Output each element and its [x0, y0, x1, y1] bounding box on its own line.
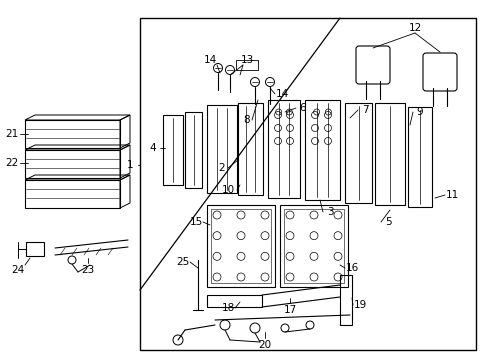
Bar — [140, 18, 475, 350]
Bar — [374, 103, 404, 205]
Text: 1: 1 — [126, 160, 133, 170]
Text: 16: 16 — [345, 263, 358, 273]
Text: 14: 14 — [275, 89, 288, 99]
Text: 15: 15 — [189, 217, 202, 227]
Text: 7: 7 — [361, 105, 367, 115]
Text: 2: 2 — [218, 163, 225, 173]
Bar — [25, 120, 120, 148]
Text: 14: 14 — [203, 55, 216, 65]
Bar — [280, 205, 347, 287]
Bar — [206, 205, 274, 287]
Text: 8: 8 — [243, 115, 250, 125]
Text: 12: 12 — [407, 23, 421, 33]
Text: 18: 18 — [221, 303, 234, 313]
Text: 13: 13 — [240, 55, 253, 65]
Bar — [236, 60, 258, 70]
Text: 9: 9 — [416, 107, 423, 117]
FancyBboxPatch shape — [422, 53, 456, 91]
Text: 17: 17 — [283, 305, 296, 315]
Text: 20: 20 — [258, 340, 271, 350]
Bar — [25, 180, 120, 208]
Bar — [163, 115, 183, 185]
Text: 22: 22 — [5, 158, 19, 168]
Text: 24: 24 — [11, 265, 24, 275]
Bar — [345, 103, 371, 203]
Bar — [284, 209, 343, 283]
Bar — [25, 150, 120, 178]
Text: 6: 6 — [299, 103, 305, 113]
Text: 23: 23 — [81, 265, 95, 275]
Bar — [305, 100, 339, 200]
Text: 4: 4 — [149, 143, 156, 153]
Text: 25: 25 — [176, 257, 189, 267]
Text: 3: 3 — [326, 207, 333, 217]
Text: 10: 10 — [221, 185, 234, 195]
Bar — [206, 295, 262, 307]
Bar — [206, 105, 237, 193]
Text: 5: 5 — [384, 217, 390, 227]
Bar — [26, 242, 44, 256]
FancyBboxPatch shape — [355, 46, 389, 84]
Bar — [267, 100, 299, 198]
Bar — [407, 107, 431, 207]
Text: 21: 21 — [5, 129, 19, 139]
Bar — [184, 112, 202, 188]
Bar — [339, 275, 351, 325]
Bar — [238, 103, 263, 195]
Text: 11: 11 — [445, 190, 458, 200]
Bar — [210, 209, 270, 283]
Text: 19: 19 — [353, 300, 366, 310]
